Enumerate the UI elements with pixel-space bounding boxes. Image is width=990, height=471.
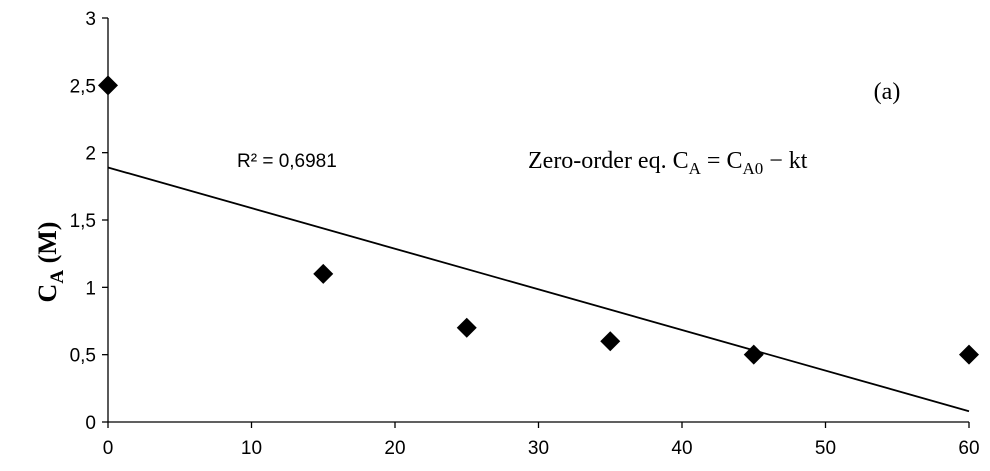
y-axis-label-main: C (33, 284, 62, 303)
data-point (743, 344, 764, 365)
y-tick-label: 2 (85, 144, 96, 165)
data-point (313, 263, 334, 284)
data-point (959, 344, 979, 365)
x-tick-label: 20 (384, 438, 405, 459)
trendline-group (107, 166, 970, 413)
equation-rhs-subscript: A0 (742, 159, 763, 178)
y-tick-label: 1,5 (70, 211, 96, 232)
trendline (107, 166, 970, 413)
y-tick-label: 1 (85, 278, 96, 299)
equation-label: Zero-order eq. CA = CA0 − kt (528, 148, 808, 178)
axes-group: 00,511,522,530 10 20 30 40 50 60 (70, 9, 980, 459)
y-tick-label: 0,5 (70, 346, 96, 367)
y-axis-label-subscript: A (47, 270, 68, 284)
r-squared-label: R² = 0,6981 (237, 151, 337, 172)
y-tick-label: 0 (85, 413, 96, 434)
y-tick-label: 3 (85, 9, 96, 30)
x-tick-label: 30 (528, 438, 549, 459)
equation-equals: = (701, 148, 727, 174)
equation-rhs: C (726, 148, 742, 174)
panel-label: (a) (874, 79, 901, 105)
data-point (98, 75, 118, 96)
x-tick-label: 60 (958, 438, 979, 459)
points-group (98, 75, 979, 365)
y-axis-label: CA (M) (33, 222, 68, 303)
x-tick-label: 10 (241, 438, 262, 459)
x-tick-label: 0 (103, 438, 114, 459)
data-point (600, 331, 621, 352)
y-axis-label-unit: (M) (33, 222, 62, 270)
equation-lhs-subscript: A (689, 159, 702, 178)
equation-rhs-tail: − kt (763, 148, 808, 174)
data-point (456, 317, 477, 338)
equation-prefix: Zero-order eq. (528, 148, 673, 174)
x-tick-label: 50 (815, 438, 836, 459)
x-tick-label: 40 (671, 438, 692, 459)
equation-lhs: C (673, 148, 689, 174)
y-tick-label: 2,5 (70, 76, 96, 97)
